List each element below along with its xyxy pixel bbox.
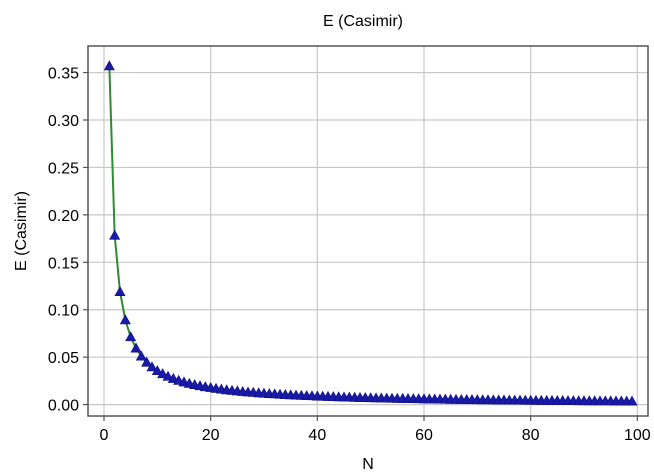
y-tick-label: 0.35 [48,66,79,83]
data-point-marker [141,356,153,367]
data-point-marker [626,395,638,406]
data-point-marker [103,60,115,71]
data-point-marker [157,368,169,379]
x-tick-label: 0 [100,427,109,444]
x-tick-label: 100 [624,427,651,444]
y-tick-label: 0.30 [48,113,79,130]
data-point-marker [125,331,137,342]
x-axis-label: N [362,456,374,473]
y-tick-label: 0.20 [48,208,79,225]
x-tick-label: 80 [522,427,540,444]
data-point-marker [109,229,121,240]
grid-lines [88,46,648,416]
y-tick-label: 0.25 [48,160,79,177]
data-point-marker [146,361,158,372]
x-tick-label: 60 [415,427,433,444]
data-point-marker [119,314,131,325]
y-tick-label: 0.00 [48,398,79,415]
plot-frame [87,45,649,417]
series-line [108,65,632,403]
data-point-marker [135,350,147,361]
y-tick-label: 0.05 [48,350,79,367]
data-point-marker [114,286,126,297]
axis-ticks: 0 20 40 60 80 100 0.00 0.05 0.10 0.15 0.20 0.25 0.30… [48,66,651,444]
y-axis-label: E (Casimir) [13,191,30,271]
chart-title: E (Casimir) [323,13,403,30]
x-tick-label: 20 [202,427,220,444]
data-series [103,60,638,406]
data-point-marker [130,342,142,353]
y-tick-label: 0.15 [48,255,79,272]
y-tick-label: 0.10 [48,303,79,320]
data-point-marker [151,365,163,376]
x-tick-label: 40 [308,427,326,444]
